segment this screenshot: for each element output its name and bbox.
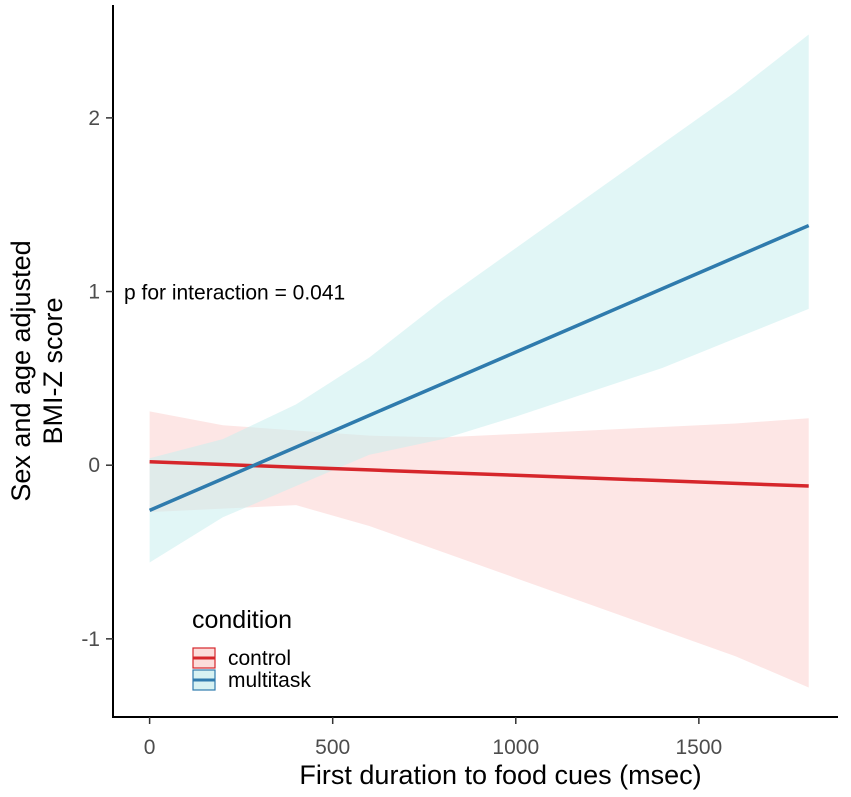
y-axis-title-line-2: BMI-Z score: [38, 297, 68, 444]
y-axis-ticks: -1 0 1 2: [81, 107, 113, 651]
x-tick-label: 0: [144, 736, 156, 759]
y-tick-label: -1: [81, 628, 100, 651]
y-tick-label: 1: [88, 281, 100, 304]
x-tick-label: 1500: [675, 736, 722, 759]
legend-title: condition: [192, 606, 292, 634]
series-line-control: [149, 459, 809, 488]
y-axis-title-line-1: Sex and age adjusted: [6, 240, 36, 501]
x-tick-label: 500: [315, 736, 350, 759]
series-line-multitask: [148, 223, 810, 512]
legend-label-control: control: [228, 647, 291, 670]
p-value-annotation: p for interaction = 0.041: [124, 282, 345, 305]
y-tick-label: 0: [88, 454, 100, 477]
legend-label-multitask: multitask: [228, 669, 311, 692]
x-axis-ticks: 0 500 1000 1500: [144, 717, 722, 759]
x-axis-title: First duration to food cues (msec): [299, 760, 701, 790]
series-lines: [148, 223, 810, 512]
x-tick-label: 1000: [492, 736, 539, 759]
confidence-band-multitask: [149, 34, 809, 563]
y-tick-label: 2: [88, 107, 100, 130]
